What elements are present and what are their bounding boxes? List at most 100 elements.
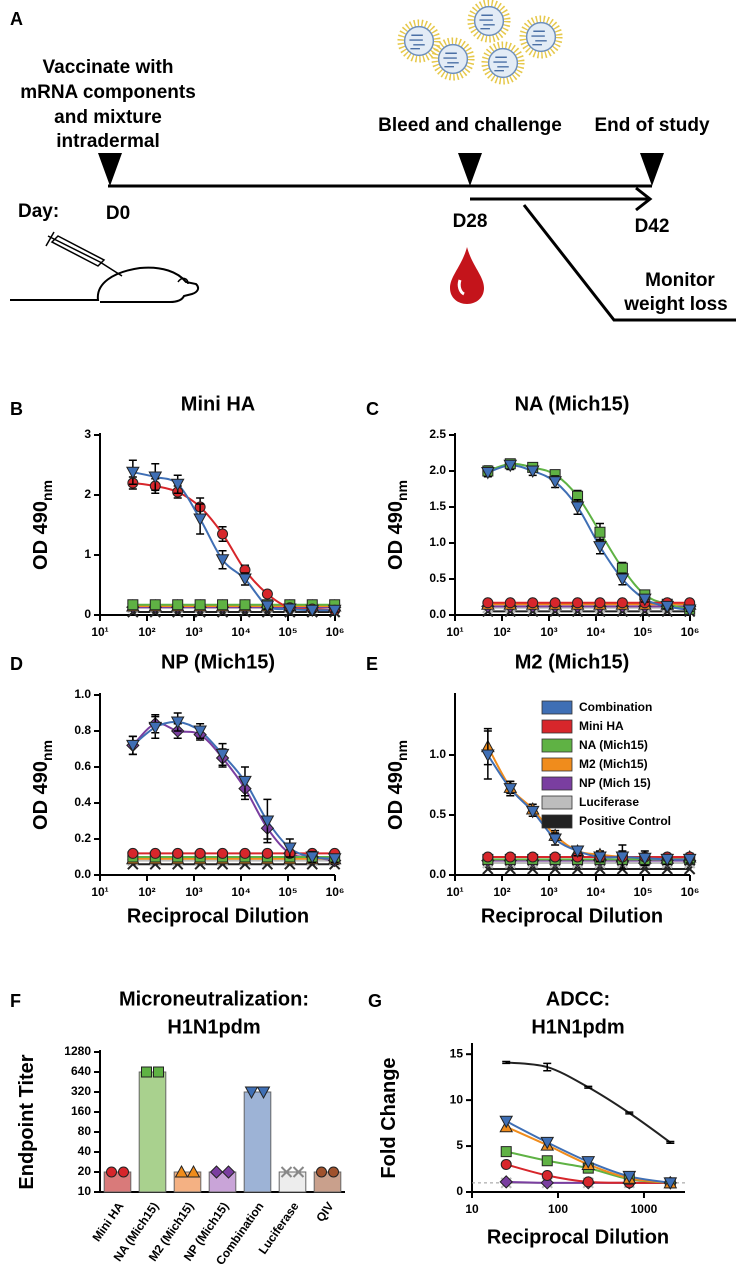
y-tick-label: 1.5 [429,499,446,513]
x-tick-label: 10⁵ [279,885,298,899]
day-d0: D0 [106,203,130,224]
y-tick-label: 0.0 [429,867,446,881]
vaccinate-label: and mixture [54,107,162,128]
marker [540,1176,554,1190]
legend-label: NP (Mich 15) [579,776,651,790]
virus-icon [485,45,521,81]
marker [217,528,229,540]
y-tick-label: 2.0 [429,463,446,477]
marker [616,597,628,609]
marker [500,1158,512,1170]
marker [504,597,516,609]
y-tick-label: 10 [78,1184,92,1198]
y-tick-label: 20 [78,1164,92,1178]
virus-icon [471,3,507,39]
y-tick-label: 40 [78,1144,92,1158]
x-tick-label: 10⁶ [326,885,345,899]
series-line [132,471,335,612]
marker [541,1155,553,1167]
legend-swatch [541,700,573,715]
x-tick-label: 10⁴ [231,885,250,899]
legend-swatch [541,738,573,753]
series-line [132,720,335,860]
panel-letter: G [368,991,382,1011]
marker [194,847,206,859]
marker [481,466,495,480]
panel-letter: B [10,399,23,419]
y-tick-label: 10 [450,1092,464,1106]
marker [260,815,275,829]
marker [593,541,607,554]
y-axis-label-main: OD 490 [385,761,407,830]
y-axis-label-main: OD 490 [30,501,52,570]
chart-title: H1N1pdm [167,1016,260,1038]
y-axis-label-main: Fold Change [378,1057,400,1178]
panel-letter: D [10,654,23,674]
marker [153,1066,164,1078]
monitor-line [522,204,736,322]
marker [682,853,697,867]
x-axis-label: Reciprocal Dilution [481,905,663,927]
marker [118,1166,129,1178]
error-bar [625,1111,634,1115]
y-tick-label: 0.0 [74,867,91,881]
marker [244,1086,259,1100]
x-tick-label: 10³ [185,625,202,639]
x-tick-label: 10⁶ [326,625,345,639]
marker [663,1177,678,1190]
marker [499,1175,513,1189]
y-tick-label: 5 [456,1138,463,1152]
day-d28: D28 [453,211,488,232]
marker [525,805,540,819]
y-axis-label-sub: nm [394,480,410,501]
marker [316,1166,327,1178]
marker [660,853,675,867]
marker [193,513,207,527]
legend-swatch [541,776,573,791]
x-tick-label: QIV [313,1200,336,1225]
marker [149,599,161,611]
legend-label: M2 (Mich15) [579,757,648,771]
marker [660,600,675,614]
day-label: Day: [18,201,59,222]
marker [499,1115,514,1129]
error-bar [502,1060,511,1065]
y-tick-label: 1.0 [429,535,446,549]
marker [572,490,584,502]
y-axis-label-sub: nm [394,740,410,761]
y-axis-label-sub: nm [39,480,55,501]
marker [327,604,342,618]
marker [482,851,494,863]
marker [503,783,518,796]
day-d42: D42 [635,216,670,237]
marker [126,739,140,753]
panel-letter: F [10,991,21,1011]
marker [541,1169,553,1181]
marker [570,845,585,859]
marker [221,1165,236,1179]
marker [282,842,297,856]
monitor-label: weight loss [623,294,727,315]
marker [149,847,161,859]
legend-label: Luciferase [579,795,639,809]
marker [194,599,206,611]
x-axis-label: Reciprocal Dilution [487,1226,669,1248]
marker [305,604,320,618]
marker [616,562,628,574]
virus-icon [435,41,471,77]
marker [238,573,252,587]
marker [305,851,320,865]
y-tick-label: 0.5 [429,807,446,821]
x-tick-label: 10⁶ [681,885,700,899]
y-tick-label: 640 [71,1064,91,1078]
marker [217,599,229,611]
x-tick-label: 10² [138,885,155,899]
marker [637,593,652,607]
legend-swatch [541,757,573,772]
chart-title: M2 (Mich15) [515,651,629,673]
y-tick-label: 0 [456,1184,463,1198]
series-line [132,482,335,612]
y-tick-label: 0.8 [74,723,91,737]
marker [593,851,607,865]
